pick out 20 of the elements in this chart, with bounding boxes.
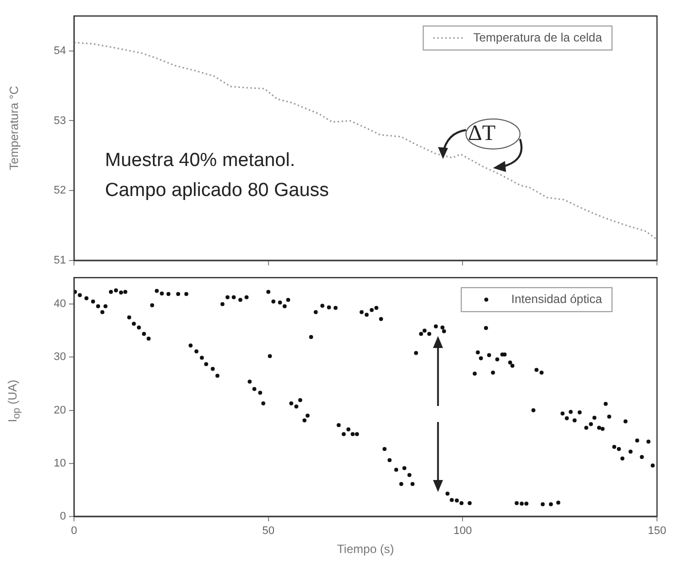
y-tick-label: 0 bbox=[60, 510, 66, 522]
annotation: Campo aplicado 80 Gauss bbox=[105, 180, 329, 202]
y-tick-label: 10 bbox=[54, 457, 66, 470]
y-tick-label: 20 bbox=[54, 404, 66, 416]
x-tick-label: 150 bbox=[648, 525, 666, 538]
legend-label: Intensidad óptica bbox=[511, 292, 602, 306]
y-tick-label: 51 bbox=[54, 254, 66, 266]
x-tick-label: 50 bbox=[262, 525, 274, 538]
y-tick-label: 52 bbox=[54, 184, 66, 197]
x-tick-label: 0 bbox=[70, 525, 78, 538]
x-axis-title: Tiempo (s) bbox=[337, 542, 394, 556]
legend-label: Temperatura de la celda bbox=[473, 30, 602, 44]
annotation: ΔT bbox=[468, 120, 496, 146]
y-tick-label: 30 bbox=[54, 351, 66, 364]
y-tick-label: 54 bbox=[54, 44, 66, 57]
y-tick-label: 53 bbox=[54, 114, 66, 127]
annotation: Muestra 40% metanol. bbox=[105, 150, 296, 172]
y-tick-label: 40 bbox=[54, 298, 66, 310]
y-axis-title: Temperatura °C bbox=[7, 86, 21, 170]
x-tick-label: 100 bbox=[453, 525, 472, 538]
